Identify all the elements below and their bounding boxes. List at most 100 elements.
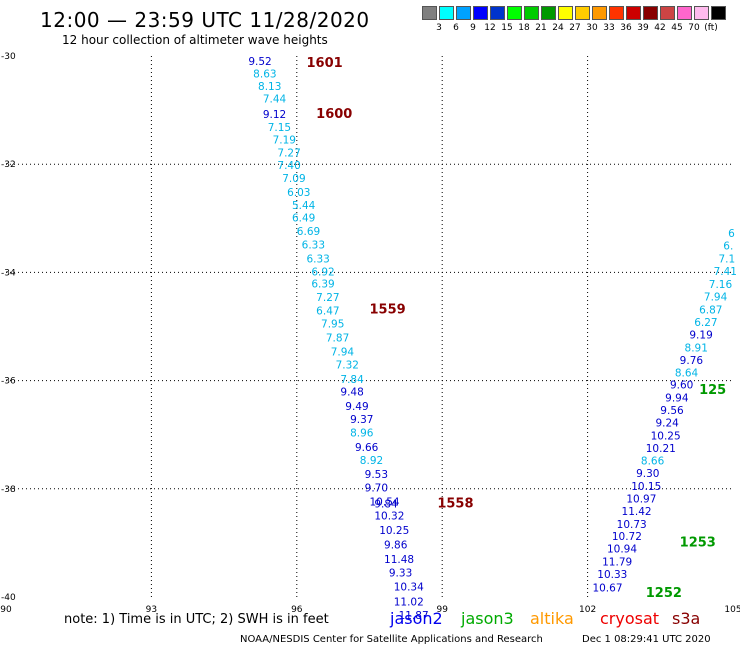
wave-height-value: 10.25 — [651, 431, 681, 443]
wave-height-value: 10.72 — [612, 531, 642, 543]
wave-height-value: 6.69 — [297, 226, 320, 238]
legend-swatch — [541, 6, 556, 20]
legend-swatch — [677, 6, 692, 20]
time-label: 1559 — [370, 303, 406, 318]
wave-height-value: 7.16 — [709, 279, 733, 291]
legend-label: 70 — [688, 23, 700, 33]
wave-height-value: 7.95 — [321, 319, 344, 331]
y-tick-label: -40 — [1, 593, 16, 603]
wave-height-value: 9.94 — [665, 393, 689, 405]
legend-label: 36 — [620, 23, 632, 33]
wave-height-value: 6.49 — [292, 213, 315, 225]
legend-label: 39 — [637, 23, 649, 33]
y-tick-label: -36 — [1, 377, 16, 387]
x-tick-label: 102 — [579, 605, 596, 615]
wave-height-value: 7.27 — [277, 148, 300, 160]
legend-label: 6 — [453, 23, 459, 33]
satellite-jason2: jason2 — [390, 609, 443, 628]
wave-height-value: 11.48 — [384, 554, 414, 566]
legend-swatch — [660, 6, 675, 20]
wave-height-value: 9.76 — [680, 355, 704, 367]
x-tick-label: 93 — [146, 605, 157, 615]
legend-label: 21 — [535, 23, 547, 33]
x-tick-label: 105 — [724, 605, 740, 615]
legend-label: 27 — [569, 23, 581, 33]
y-tick-label: -34 — [1, 268, 16, 278]
footer-timestamp: Dec 1 08:29:41 UTC 2020 — [582, 634, 711, 645]
wave-height-value: 6.33 — [306, 254, 329, 266]
wave-height-value: 7.1 — [718, 254, 735, 266]
wave-height-value: 7.32 — [336, 360, 359, 372]
satellite-jason3: jason3 — [461, 609, 514, 628]
legend-label: (ft) — [704, 23, 718, 33]
time-label: 125 — [699, 383, 726, 398]
wave-height-value: 9.48 — [340, 387, 363, 399]
time-label: 1600 — [316, 107, 352, 122]
wave-height-value: 6.47 — [316, 306, 339, 318]
wave-height-value: 10.15 — [631, 481, 661, 493]
legend-label: 3 — [436, 23, 442, 33]
wave-height-value: 11.42 — [622, 506, 652, 518]
wave-height-value: 9.56 — [660, 405, 684, 417]
page-title: 12:00 — 23:59 UTC 11/28/2020 — [40, 8, 370, 32]
satellite-s3a: s3a — [672, 609, 701, 628]
wave-height-value: 6. — [723, 241, 733, 253]
wave-height-value: 7.84 — [340, 374, 364, 386]
legend-label: 18 — [518, 23, 530, 33]
wave-height-value: 10.25 — [379, 525, 409, 537]
wave-height-value: 9.52 — [248, 56, 271, 68]
legend-label: 24 — [552, 23, 564, 33]
wave-height-value: 7.27 — [316, 292, 339, 304]
legend-label: 30 — [586, 23, 598, 33]
wave-height-value: 10.34 — [394, 582, 424, 594]
wave-height-value: 6.87 — [699, 305, 722, 317]
y-tick-label: -30 — [1, 52, 16, 62]
x-tick-label: 99 — [436, 605, 448, 615]
wave-height-value: 11.79 — [602, 557, 632, 569]
legend-swatch — [490, 6, 505, 20]
wave-height-value: 6.33 — [302, 240, 325, 252]
wave-height-value: 10.54 — [370, 497, 400, 509]
wave-height-value: 9.19 — [689, 329, 712, 341]
wave-height-value: 6.27 — [694, 317, 717, 329]
wave-height-value: 7.87 — [326, 333, 349, 345]
legend-label: 12 — [484, 23, 496, 33]
wave-height-value: 10.97 — [626, 493, 656, 505]
wave-height-value: 8.13 — [258, 81, 281, 93]
time-label: 1558 — [437, 497, 473, 512]
legend-swatch — [507, 6, 522, 20]
wave-height-value: 6 — [728, 228, 735, 240]
legend-label: 15 — [501, 23, 513, 33]
satellite-altika: altika — [530, 609, 574, 628]
wave-height-value: 6.39 — [311, 279, 334, 291]
time-label: 1252 — [646, 586, 682, 601]
wave-height-value: 10.67 — [592, 583, 622, 595]
wave-height-value: 9.24 — [655, 418, 679, 430]
wave-height-value: 11.87 — [399, 610, 429, 622]
wave-height-value: 8.92 — [360, 455, 383, 467]
wave-height-value: 9.53 — [365, 469, 388, 481]
legend-swatch — [694, 6, 709, 20]
wave-height-value: 9.66 — [355, 442, 379, 454]
time-label: 1253 — [680, 536, 716, 551]
wave-height-value: 10.33 — [597, 569, 627, 581]
wave-height-value: 9.70 — [365, 483, 388, 495]
legend-label: 9 — [470, 23, 476, 33]
page-subtitle: 12 hour collection of altimeter wave hei… — [62, 33, 328, 47]
legend-label: 45 — [671, 23, 683, 33]
wave-height-value: 8.91 — [685, 342, 708, 354]
legend-swatch — [558, 6, 573, 20]
wave-height-value: 6.03 — [287, 187, 310, 199]
legend-swatch — [626, 6, 641, 20]
legend-swatch — [439, 6, 454, 20]
wave-height-value: 6.92 — [311, 267, 334, 279]
legend-swatch — [456, 6, 471, 20]
footer-credit: NOAA/NESDIS Center for Satellite Applica… — [240, 634, 543, 645]
wave-height-value: 9.37 — [350, 414, 373, 426]
legend-swatch — [592, 6, 607, 20]
y-tick-label: -32 — [1, 160, 16, 170]
wave-height-value: 10.21 — [646, 443, 676, 455]
wave-height-value: 7.40 — [277, 160, 300, 172]
wave-height-value: 7.44 — [263, 94, 287, 106]
